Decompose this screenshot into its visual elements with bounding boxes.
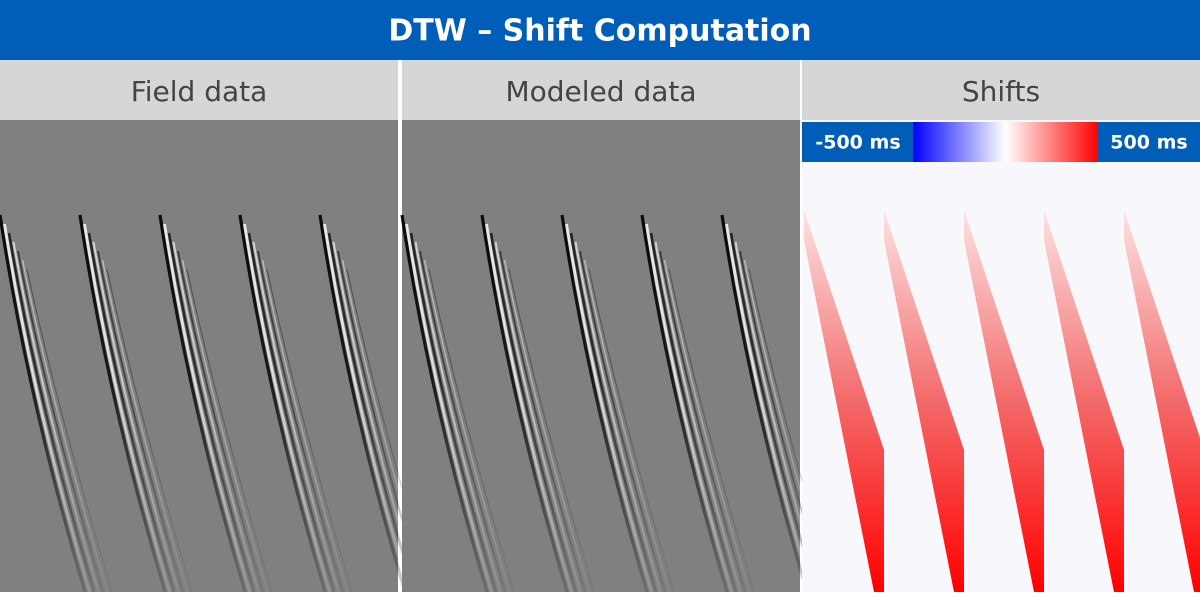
wavefront — [489, 232, 578, 593]
wavefront — [243, 223, 331, 593]
panel-header — [402, 60, 800, 120]
shift-region — [964, 210, 1044, 592]
wavefront — [499, 250, 586, 593]
colorbar-max-label: 500 ms — [1110, 132, 1187, 154]
wavefront — [247, 232, 336, 593]
wavefront — [725, 223, 813, 593]
wavefront — [583, 259, 671, 593]
wavefront — [26, 268, 113, 593]
wavefront — [252, 241, 340, 593]
wavefront — [579, 250, 666, 593]
wavefront — [645, 223, 733, 593]
wavefront — [480, 214, 569, 593]
wavefront — [21, 259, 109, 593]
wavefront — [87, 232, 176, 593]
colorbar-max-box — [1098, 122, 1200, 162]
wavefront — [668, 268, 755, 593]
wavefront — [17, 250, 104, 593]
wavefront — [640, 214, 729, 593]
wavefront — [261, 259, 349, 593]
wavefront — [7, 232, 96, 593]
wavefront — [101, 259, 189, 593]
wavefront — [186, 268, 273, 593]
wavefront — [720, 214, 809, 593]
panel-header — [0, 60, 398, 120]
panel-label: Modeled data — [505, 75, 696, 108]
wavefront — [327, 232, 416, 593]
wavefront — [163, 223, 251, 593]
wavefront — [266, 268, 353, 593]
shift-region — [1124, 210, 1200, 592]
colorbar-min-box — [802, 122, 913, 162]
wavefront — [172, 241, 260, 593]
wavefront — [423, 259, 511, 593]
wavefront — [569, 232, 658, 593]
wavefront — [565, 223, 653, 593]
wavefront — [649, 232, 738, 593]
wavefront — [428, 268, 515, 593]
shift-region — [1044, 210, 1124, 592]
wavefront — [494, 241, 582, 593]
wavefront — [419, 250, 506, 593]
wavefront — [405, 223, 493, 593]
wavefront — [0, 214, 87, 593]
wavefront — [588, 268, 675, 593]
wavefront — [167, 232, 256, 593]
wavefront — [414, 241, 502, 593]
wavefront — [257, 250, 344, 593]
panel-label: Shifts — [962, 75, 1040, 108]
panels: Field data Modeled data Shifts -500 ms 500 m… — [0, 60, 1200, 593]
wavefront — [78, 214, 167, 593]
wavefront — [177, 250, 264, 593]
shift-region — [884, 210, 964, 592]
wavefront — [92, 241, 180, 593]
colorbar — [913, 122, 1098, 162]
wavefront — [158, 214, 247, 593]
wavefront — [574, 241, 662, 593]
panel-header — [802, 60, 1200, 120]
wavefront — [323, 223, 411, 593]
seismic-panel — [402, 120, 800, 592]
wavefront — [503, 259, 591, 593]
wavefront — [485, 223, 573, 593]
wavefront — [508, 268, 595, 593]
colorbar-min-label: -500 ms — [815, 132, 900, 154]
header-title: DTW – Shift Computation — [388, 14, 811, 49]
shift-region — [804, 210, 884, 592]
seismic-panel — [0, 120, 398, 592]
wavefront — [238, 214, 327, 593]
wavefront — [97, 250, 184, 593]
wavefront — [659, 250, 746, 593]
wavefront — [560, 214, 649, 593]
wavefront — [409, 232, 498, 593]
wavefront — [729, 232, 818, 593]
wavefront — [318, 214, 407, 593]
wavefront — [663, 259, 751, 593]
wavefront — [106, 268, 193, 593]
wavefront — [12, 241, 100, 593]
wavefront — [654, 241, 742, 593]
panel-label: Field data — [131, 75, 268, 108]
wavefront — [400, 214, 489, 593]
header-bar — [0, 0, 1200, 60]
wavefront — [83, 223, 171, 593]
wavefront — [181, 259, 269, 593]
wavefront — [3, 223, 91, 593]
